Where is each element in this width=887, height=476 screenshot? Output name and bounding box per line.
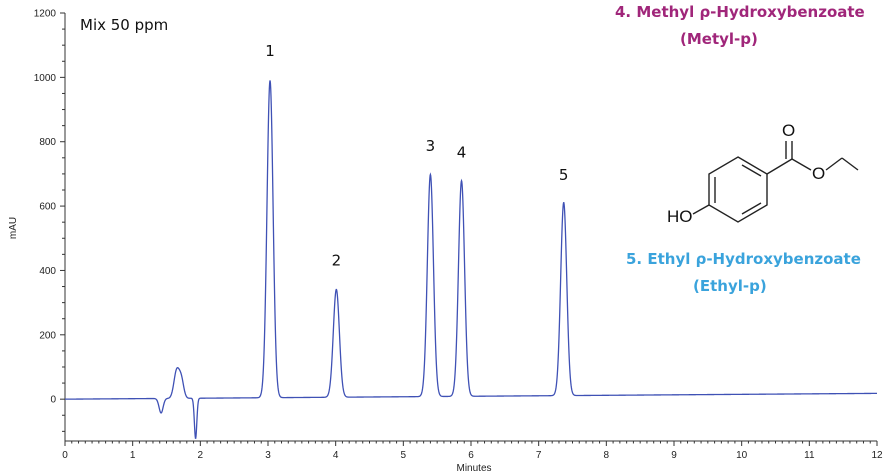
- x-tick-label: 0: [62, 450, 68, 461]
- x-tick-label: 4: [333, 450, 339, 461]
- y-tick-label: 1200: [34, 9, 57, 20]
- y-tick-label: 1000: [34, 73, 57, 84]
- y-tick-label: 0: [50, 395, 56, 406]
- y-tick-label: 200: [39, 330, 56, 341]
- peak-label-2: 2: [332, 251, 342, 269]
- carbonyl-oxygen-label: O: [782, 121, 795, 140]
- peak-label-1: 1: [265, 42, 275, 60]
- sample-label: Mix 50 ppm: [80, 16, 168, 34]
- x-tick-label: 2: [198, 450, 204, 461]
- x-tick-label: 9: [671, 450, 677, 461]
- hydroxyl-label: HO: [667, 207, 693, 226]
- ethyl-paraben-structure: [692, 141, 859, 223]
- x-tick-label: 10: [736, 450, 748, 461]
- y-tick-label: 600: [39, 202, 56, 213]
- x-tick-label: 6: [468, 450, 474, 461]
- x-tick-label: 11: [804, 450, 815, 461]
- x-tick-label: 1: [130, 450, 136, 461]
- y-axis-ticks: 0 200 400 600 800 1000 1200: [34, 9, 65, 432]
- x-tick-label: 12: [871, 450, 883, 461]
- x-axis-ticks: 0 1 2 3 4 5 6 7 8 9 10 11 12: [62, 441, 883, 461]
- compound-4-short: (Metyl-p): [680, 30, 758, 48]
- ester-oxygen-label: O: [812, 164, 825, 183]
- peak-label-3: 3: [426, 137, 436, 155]
- peak-label-4: 4: [457, 144, 467, 162]
- x-tick-label: 3: [265, 450, 271, 461]
- compound-4-name: 4. Methyl ρ-Hydroxybenzoate: [615, 3, 865, 21]
- y-tick-label: 400: [39, 266, 56, 277]
- peak-label-5: 5: [559, 166, 569, 184]
- chromatogram-trace: [64, 80, 877, 439]
- compound-5-short: (Ethyl-p): [693, 277, 767, 295]
- x-tick-label: 7: [536, 450, 542, 461]
- peak-labels: 1 2 3 4 5: [265, 42, 568, 269]
- x-tick-label: 8: [604, 450, 610, 461]
- x-tick-label: 5: [401, 450, 407, 461]
- y-axis-title: mAU: [8, 217, 19, 239]
- x-axis-title: Minutes: [456, 463, 491, 474]
- y-tick-label: 800: [39, 137, 56, 148]
- compound-5-name: 5. Ethyl ρ-Hydroxybenzoate: [626, 250, 861, 268]
